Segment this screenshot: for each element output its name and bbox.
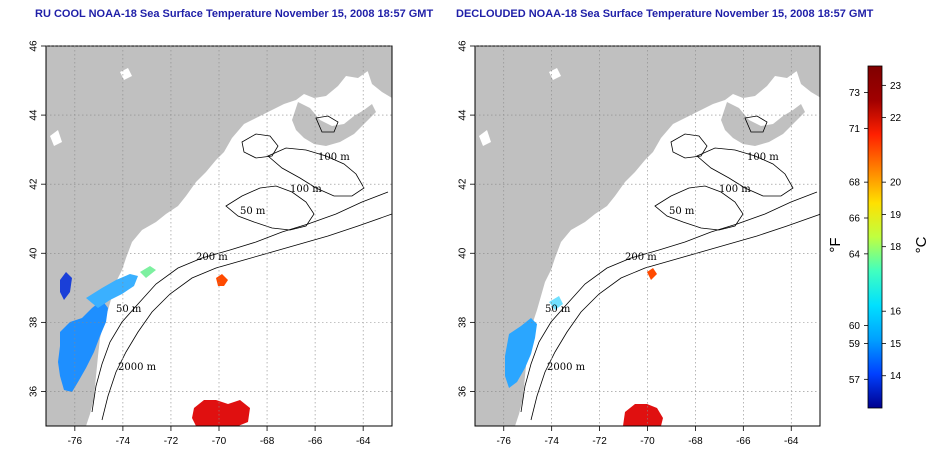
right-newfoundland: [791, 46, 820, 98]
contour-label-100m-lower-right: 100 m: [719, 184, 751, 195]
celsius-ticks: 23 22 20 19 18 16 15 14: [882, 81, 902, 382]
lat-tick-label: 44: [29, 109, 40, 121]
fahrenheit-unit-label: °F: [827, 237, 844, 252]
left-sst-patch-gulfstream: [192, 400, 250, 426]
lon-tick-label: -76: [497, 436, 512, 447]
lon-tick-label: -64: [356, 436, 371, 447]
lat-tick-label: 44: [458, 109, 469, 121]
lat-tick-label: 42: [458, 178, 469, 190]
lat-tick-label: 46: [29, 40, 40, 52]
lon-tick-label: -76: [68, 436, 83, 447]
right-nova-scotia: [721, 102, 805, 146]
lon-tick-label: -68: [260, 436, 275, 447]
left-newfoundland: [362, 46, 392, 98]
celsius-tick-label: 18: [890, 242, 902, 253]
lon-tick-label: -72: [592, 436, 607, 447]
contour-label-50m-gulf: 50 m: [240, 206, 266, 217]
right-lake-a: [549, 68, 561, 80]
celsius-tick-label: 15: [890, 339, 902, 350]
right-sst-patch-chesapeake: [505, 318, 537, 388]
contour-label-100m-upper: 100 m: [318, 152, 350, 163]
contour-label-50m-shelf: 50 m: [116, 304, 142, 315]
colorbar-gradient: [867, 65, 883, 409]
contour-label-200m: 200 m: [196, 252, 228, 263]
lon-tick-label: -66: [308, 436, 323, 447]
contour-label-2000m: 2000 m: [118, 362, 157, 373]
lat-tick-label: 40: [458, 247, 469, 259]
lon-tick-label: -68: [688, 436, 703, 447]
fahrenheit-tick-label: 59: [849, 339, 861, 350]
lat-tick-label: 36: [29, 385, 40, 397]
contour-label-2000m-right: 2000 m: [547, 362, 586, 373]
left-land-mass: [46, 46, 392, 426]
left-axis-ticks: -76 -74 -72 -70 -68 -66 -64 36 38 40 42 44 46: [29, 40, 371, 447]
lon-tick-label: -66: [736, 436, 751, 447]
fahrenheit-tick-label: 57: [849, 375, 861, 386]
right-sst-patch-eddy: [647, 268, 657, 280]
celsius-tick-label: 23: [890, 81, 902, 92]
right-lake-b: [479, 130, 491, 146]
left-sst-patch-shelf: [140, 266, 156, 278]
lon-tick-label: -72: [164, 436, 179, 447]
lon-tick-label: -70: [212, 436, 227, 447]
left-lake-b: [50, 130, 62, 146]
temperature-colorbar: 73 71 68 66 64 60 59 57 23 22 20 19 18 16 15 14 °F °C: [827, 65, 930, 409]
celsius-tick-label: 19: [890, 210, 902, 221]
fahrenheit-tick-label: 73: [849, 88, 861, 99]
lon-tick-label: -70: [640, 436, 655, 447]
contour-label-50m-shelf-right: 50 m: [545, 304, 571, 315]
right-map-panel: -76 -74 -72 -70 -68 -66 -64 36 38 40 42 44 46 100 m …: [458, 40, 821, 447]
lat-tick-label: 38: [29, 316, 40, 328]
lon-tick-label: -74: [544, 436, 559, 447]
fahrenheit-tick-label: 71: [849, 124, 861, 135]
left-bathymetry-contours: [91, 115, 392, 421]
lon-tick-label: -64: [784, 436, 799, 447]
left-grid: [46, 45, 392, 426]
left-map-panel: -76 -74 -72 -70 -68 -66 -64 36 38 40 42 44 46 100 m …: [29, 40, 393, 447]
left-sst-patch-nj: [60, 272, 72, 300]
contour-label-200m-right: 200 m: [625, 252, 657, 263]
fahrenheit-tick-label: 64: [849, 249, 861, 260]
fahrenheit-tick-label: 66: [849, 214, 861, 225]
left-nova-scotia: [292, 102, 376, 146]
celsius-tick-label: 20: [890, 178, 902, 189]
lat-tick-label: 42: [29, 178, 40, 190]
right-land-mass: [475, 46, 820, 426]
lat-tick-label: 36: [458, 385, 469, 397]
right-grid: [475, 45, 820, 426]
lat-tick-label: 40: [29, 247, 40, 259]
celsius-tick-label: 14: [890, 371, 902, 382]
fahrenheit-ticks: 73 71 68 66 64 60 59 57: [849, 88, 868, 386]
left-sst-patch-chesapeake: [58, 300, 108, 392]
contour-label-100m-upper-right: 100 m: [747, 152, 779, 163]
contour-label-50m-gulf-right: 50 m: [669, 206, 695, 217]
celsius-unit-label: °C: [913, 236, 930, 253]
right-panel-title: DECLOUDED NOAA-18 Sea Surface Temperatur…: [456, 8, 874, 20]
right-bathymetry-contours: [520, 115, 820, 421]
celsius-tick-label: 16: [890, 307, 902, 318]
right-contour-labels: 100 m 100 m 50 m 200 m 50 m 2000 m: [545, 152, 779, 373]
lon-tick-label: -74: [116, 436, 131, 447]
left-contour-labels: 100 m 100 m 50 m 200 m 50 m 2000 m: [116, 152, 350, 373]
right-axis-ticks: -76 -74 -72 -70 -68 -66 -64 36 38 40 42 44 46: [458, 40, 799, 447]
fahrenheit-tick-label: 60: [849, 321, 861, 332]
lat-tick-label: 38: [458, 316, 469, 328]
left-sst-patch-midatlantic: [86, 274, 138, 308]
left-panel-title: RU COOL NOAA-18 Sea Surface Temperature …: [35, 8, 434, 20]
right-sst-patch-shelf: [549, 296, 563, 310]
fahrenheit-tick-label: 68: [849, 178, 861, 189]
lat-tick-label: 46: [458, 40, 469, 52]
celsius-tick-label: 22: [890, 113, 902, 124]
right-sst-patch-gulfstream: [623, 404, 663, 426]
contour-label-100m-lower: 100 m: [290, 184, 322, 195]
